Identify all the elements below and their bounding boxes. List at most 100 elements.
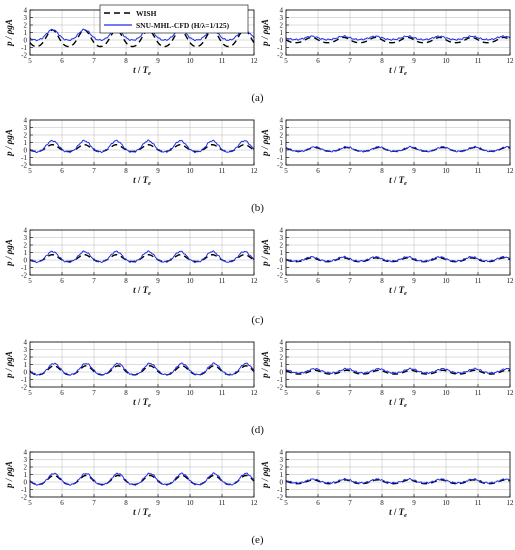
y-axis-label: p / ρgA	[4, 351, 14, 379]
y-tick-label: 4	[280, 449, 284, 457]
x-axis-label: t / Te	[389, 507, 407, 519]
series-line-cfd	[29, 139, 255, 154]
x-tick-label: 7	[348, 57, 352, 65]
x-tick-label: 7	[348, 389, 352, 397]
y-tick-label: 3	[280, 14, 284, 22]
x-tick-label: 11	[475, 499, 482, 507]
x-tick-label: 12	[507, 57, 515, 65]
y-tick-label: 2	[24, 22, 28, 30]
y-tick-label: 4	[24, 117, 28, 125]
y-tick-label: 1	[280, 139, 284, 147]
y-tick-label: -2	[21, 272, 27, 280]
x-tick-label: 6	[316, 57, 320, 65]
x-tick-label: 10	[187, 277, 195, 285]
y-axis-label: p / ρgA	[4, 19, 14, 47]
x-tick-label: 12	[507, 499, 515, 507]
x-tick-label: 11	[475, 389, 482, 397]
y-tick-label: -2	[277, 162, 283, 170]
x-tick-label: 6	[316, 167, 320, 175]
x-tick-label: 6	[316, 277, 320, 285]
y-tick-label: -2	[21, 384, 27, 392]
x-axis-label: t / Te	[133, 175, 151, 187]
x-axis-label: t / Te	[389, 175, 407, 187]
x-axis-label: t / Te	[389, 397, 407, 409]
x-tick-label: 7	[92, 389, 96, 397]
y-tick-label: -2	[277, 494, 283, 502]
x-tick-label: 7	[348, 277, 352, 285]
x-tick-label: 5	[28, 57, 32, 65]
y-tick-label: 2	[280, 354, 284, 362]
y-axis-label: p / ρgA	[260, 239, 270, 267]
x-tick-label: 12	[251, 277, 259, 285]
x-tick-label: 7	[348, 167, 352, 175]
y-tick-label: 0	[24, 369, 28, 377]
y-tick-label: 0	[280, 37, 284, 45]
x-tick-label: 8	[124, 499, 128, 507]
x-tick-label: 11	[475, 277, 482, 285]
y-tick-label: 1	[280, 471, 284, 479]
y-tick-label: 3	[280, 346, 284, 354]
y-tick-label: 1	[280, 29, 284, 37]
x-tick-label: 7	[92, 167, 96, 175]
x-tick-label: 8	[380, 499, 384, 507]
x-tick-label: 8	[124, 167, 128, 175]
y-axis-label: p / ρgA	[4, 129, 14, 157]
x-tick-label: 9	[412, 57, 416, 65]
x-axis-label: t / Te	[133, 397, 151, 409]
series-line-cfd	[29, 472, 255, 486]
y-tick-label: -1	[277, 154, 283, 162]
panel-label-a: (a)	[251, 92, 264, 104]
x-tick-label: 9	[156, 389, 160, 397]
y-tick-label: -1	[277, 44, 283, 52]
y-tick-label: -2	[277, 384, 283, 392]
x-tick-label: 12	[251, 499, 259, 507]
x-tick-label: 5	[28, 277, 32, 285]
x-tick-label: 10	[187, 499, 195, 507]
y-tick-label: -2	[21, 52, 27, 60]
y-tick-label: 1	[24, 139, 28, 147]
y-tick-label: 2	[24, 242, 28, 250]
x-tick-label: 6	[60, 389, 64, 397]
x-tick-label: 6	[60, 167, 64, 175]
y-tick-label: 2	[280, 464, 284, 472]
series-line-cfd	[29, 250, 255, 264]
x-tick-label: 11	[219, 167, 226, 175]
y-tick-label: 2	[280, 242, 284, 250]
panel-label-e: (e)	[251, 534, 264, 546]
x-tick-label: 8	[124, 389, 128, 397]
y-tick-label: -1	[21, 376, 27, 384]
panel-label-d: (d)	[251, 424, 264, 436]
legend: WISH SNU-MHL-CFD (H/λ=1/125)	[99, 4, 249, 34]
x-tick-label: 8	[380, 389, 384, 397]
y-tick-label: 4	[280, 7, 284, 15]
y-tick-label: -2	[277, 52, 283, 60]
legend-label-cfd: SNU-MHL-CFD (H/λ=1/125)	[136, 21, 230, 30]
y-tick-label: 4	[280, 227, 284, 235]
y-tick-label: 0	[24, 257, 28, 265]
x-tick-label: 11	[475, 57, 482, 65]
y-tick-label: 4	[24, 7, 28, 15]
y-axis-label: p / ρgA	[4, 239, 14, 267]
y-tick-label: -1	[277, 264, 283, 272]
series-line-wish	[285, 257, 511, 263]
y-tick-label: 4	[280, 339, 284, 347]
x-tick-label: 8	[380, 167, 384, 175]
legend-label-wish: WISH	[136, 9, 157, 18]
series-line-cfd	[29, 362, 255, 376]
y-tick-label: -2	[21, 162, 27, 170]
legend-box	[99, 4, 249, 34]
x-tick-label: 12	[507, 167, 515, 175]
x-tick-label: 9	[412, 277, 416, 285]
x-tick-label: 5	[284, 57, 288, 65]
x-tick-label: 5	[284, 499, 288, 507]
panel-label-b: (b)	[251, 202, 264, 214]
x-tick-label: 8	[124, 277, 128, 285]
x-axis-label: t / Te	[389, 285, 407, 297]
